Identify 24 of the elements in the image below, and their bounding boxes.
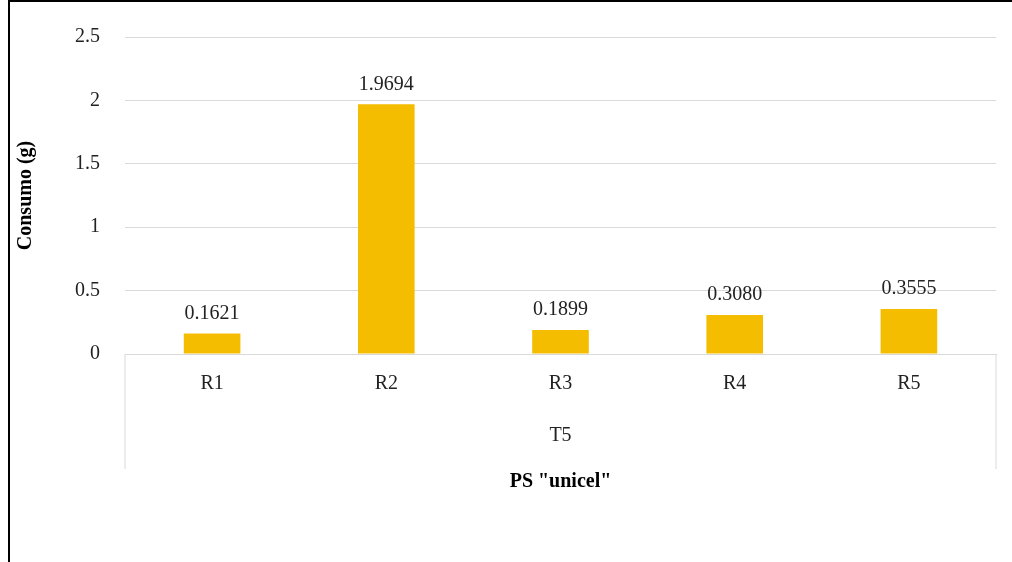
data-label: 0.1899 <box>533 297 588 320</box>
y-axis-title: Consumo (g) <box>13 140 37 251</box>
y-tick-label: 0.5 <box>75 277 100 300</box>
data-label: 0.3080 <box>707 282 763 305</box>
bar <box>706 314 764 354</box>
bar <box>183 333 241 354</box>
bar <box>357 104 415 354</box>
y-tick-label: 1.5 <box>75 151 100 174</box>
x-tick-label: R4 <box>723 371 747 394</box>
bar <box>532 329 589 354</box>
text: T5 <box>549 423 572 446</box>
x-tick-label: R3 <box>548 371 573 394</box>
x-tick-label: R5 <box>897 371 921 394</box>
y-tick-label: 2 <box>90 87 100 110</box>
data-label: 0.3555 <box>881 276 937 299</box>
y-tick-label: 2.5 <box>75 24 100 47</box>
x-axis-title: PS "unicel" <box>509 469 612 492</box>
data-label: 1.9694 <box>358 71 414 94</box>
x-tick-label: R1 <box>200 371 224 394</box>
data-label: 0.1621 <box>184 300 240 323</box>
y-tick-label: 0 <box>90 341 100 364</box>
x-tick-label: R2 <box>374 371 398 394</box>
bar <box>880 308 938 354</box>
y-tick-label: 1 <box>90 214 100 237</box>
